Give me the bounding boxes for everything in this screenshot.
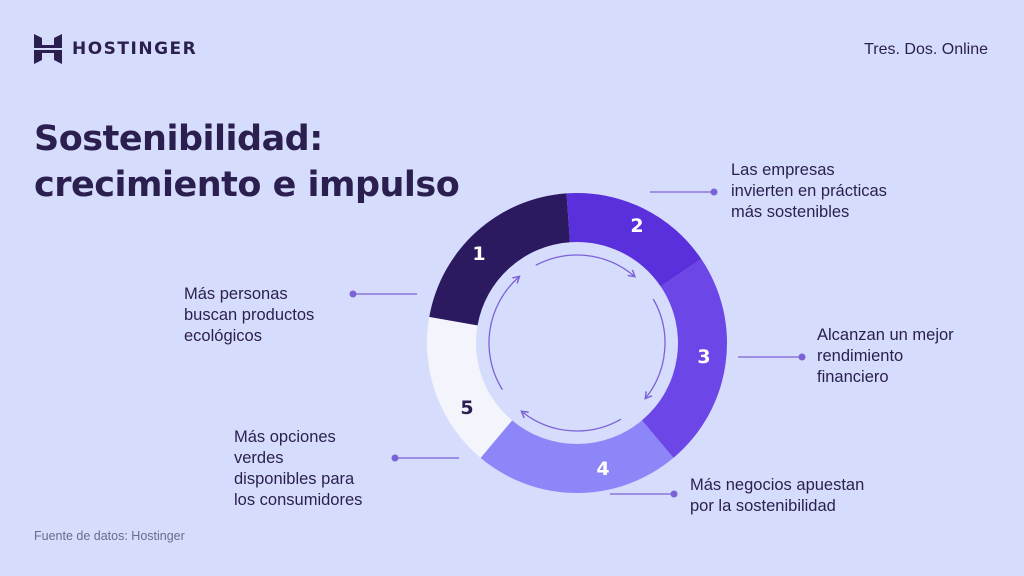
step-2-line-1: Las empresas — [731, 161, 835, 179]
data-source: Fuente de datos: Hostinger — [34, 529, 185, 543]
cycle-arrow-top — [535, 254, 637, 278]
ring-segment-4 — [480, 420, 674, 494]
ring-segment-1 — [429, 193, 570, 326]
cycle-arrow-bottom — [520, 410, 622, 432]
step-label-3: Alcanzan un mejor rendimiento financiero — [817, 325, 954, 388]
segment-number-2: 2 — [630, 215, 643, 237]
cycle-arrow-left — [488, 275, 521, 390]
ring-segment-5 — [427, 316, 513, 458]
step-5-line-4: los consumidores — [234, 491, 363, 509]
step-label-4: Más negocios apuestan por la sostenibili… — [690, 475, 864, 517]
connector-2 — [650, 188, 718, 196]
step-label-2: Las empresas invierten en prácticas más … — [731, 160, 887, 223]
step-3-line-3: financiero — [817, 368, 889, 386]
step-3-line-2: rendimiento — [817, 347, 904, 365]
cycle-arrow-right — [644, 298, 666, 400]
segment-number-4: 4 — [596, 458, 609, 480]
hostinger-logo-icon — [34, 34, 62, 64]
segment-number-1: 1 — [472, 243, 485, 265]
connector-5 — [391, 454, 459, 462]
step-5-line-2: verdes — [234, 449, 284, 467]
step-1-line-2: buscan productos — [184, 306, 315, 324]
title-line-2: crecimiento e impulso — [34, 165, 460, 205]
step-3-line-1: Alcanzan un mejor — [817, 326, 954, 344]
brand-logo: HOSTINGER — [34, 34, 197, 64]
step-label-5: Más opciones verdes disponibles para los… — [234, 427, 362, 511]
step-label-1: Más personas buscan productos ecológicos — [184, 284, 314, 347]
ring-segment-2 — [566, 192, 702, 287]
step-4-line-2: por la sostenibilidad — [690, 497, 836, 515]
connector-3 — [738, 353, 806, 361]
step-1-line-3: ecológicos — [184, 327, 262, 345]
segment-number-5: 5 — [460, 397, 473, 419]
page-title: Sostenibilidad: crecimiento e impulso — [34, 116, 460, 208]
segment-number-3: 3 — [697, 346, 710, 368]
connector-4 — [610, 490, 678, 498]
title-line-1: Sostenibilidad: — [34, 119, 323, 159]
ring-segment-3 — [641, 259, 728, 458]
step-1-line-1: Más personas — [184, 285, 288, 303]
step-4-line-1: Más negocios apuestan — [690, 476, 865, 494]
step-2-line-2: invierten en prácticas — [731, 182, 887, 200]
step-2-line-3: más sostenibles — [731, 203, 850, 221]
step-5-line-3: disponibles para — [234, 470, 355, 488]
connector-1 — [349, 290, 417, 298]
brand-name: HOSTINGER — [72, 39, 198, 59]
tagline: Tres. Dos. Online — [864, 41, 988, 58]
step-5-line-1: Más opciones — [234, 428, 336, 446]
